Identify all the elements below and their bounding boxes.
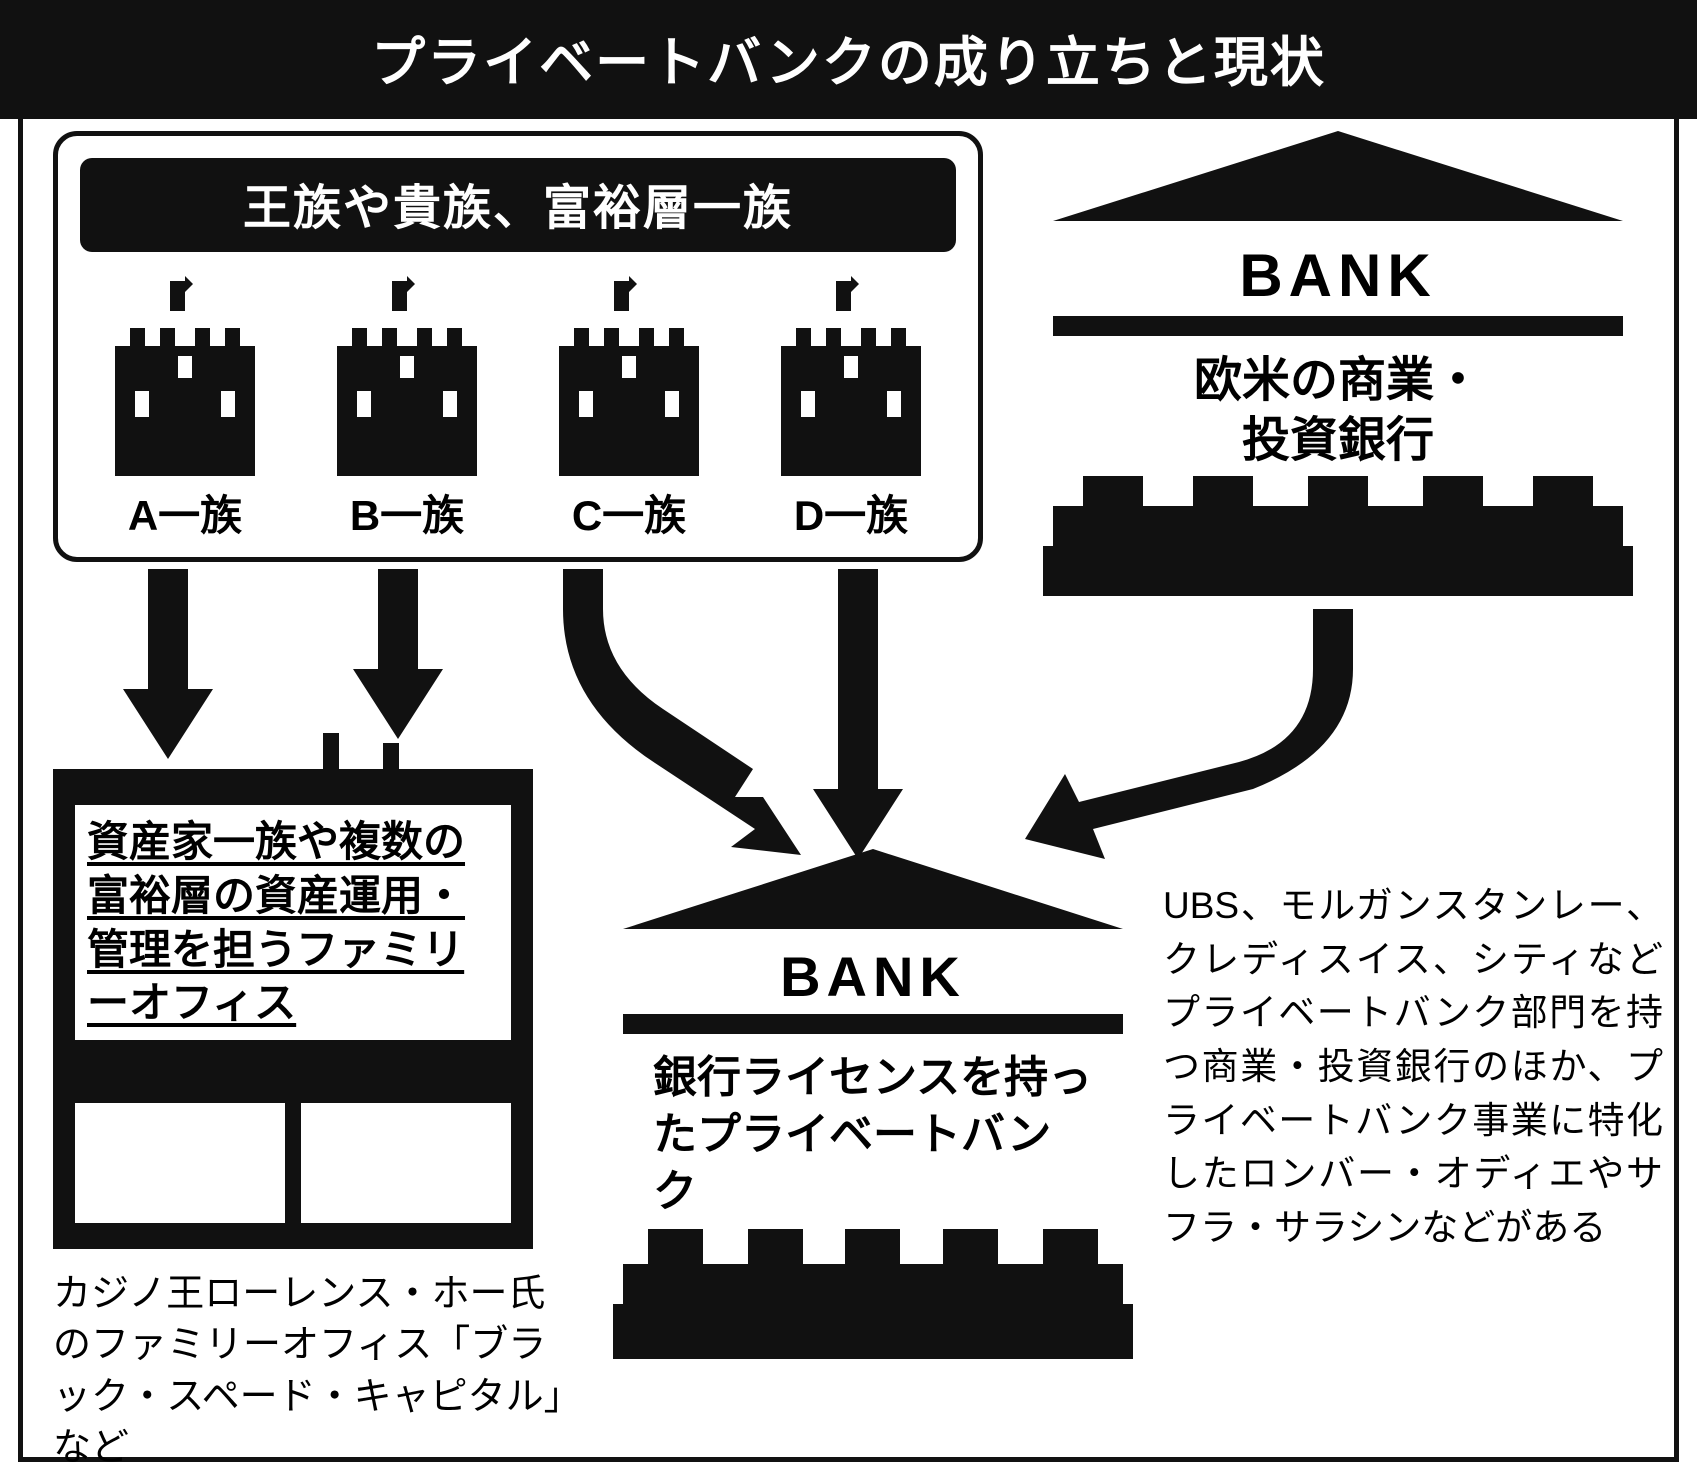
family-label: A一族 (80, 482, 290, 543)
family-office: 資産家一族や複数の富裕層の資産運用・管理を担うファミリーオフィス (53, 769, 533, 1249)
family-office-text-content: 資産家一族や複数の富裕層の資産運用・管理を担うファミリーオフィス (87, 818, 465, 1026)
family-label: B一族 (302, 482, 512, 543)
bank-desc-line2: 投資銀行 (1242, 414, 1434, 467)
bank-sign: BANK (613, 944, 1133, 1009)
arrow-down-icon (353, 569, 443, 739)
family-office-caption: カジノ王ローレンス・ホー氏のファミリーオフィス「ブラック・スペード・キャピタル」… (53, 1269, 573, 1474)
diagram-page: プライベートバンクの成り立ちと現状 王族や貴族、富裕層一族 A一族 (0, 0, 1697, 1480)
families-title: 王族や貴族、富裕層一族 (80, 158, 956, 252)
families-row: A一族 B一族 (80, 276, 956, 543)
family-b: B一族 (302, 276, 512, 543)
arrow-down-icon (813, 569, 903, 859)
outer-frame: 王族や貴族、富裕層一族 A一族 (18, 104, 1679, 1462)
bank-sign: BANK (1043, 241, 1633, 310)
castle-icon (539, 276, 719, 476)
family-c: C一族 (524, 276, 734, 543)
bank-desc: 欧米の商業・ 投資銀行 (1043, 351, 1633, 471)
family-office-text: 資産家一族や複数の富裕層の資産運用・管理を担うファミリーオフィス (75, 805, 511, 1040)
commercial-bank: BANK 欧米の商業・ 投資銀行 (1043, 131, 1633, 611)
castle-icon (95, 276, 275, 476)
arrow-diag-icon (553, 569, 813, 869)
castle-icon (317, 276, 497, 476)
arrow-down-icon (123, 569, 213, 759)
page-title: プライベートバンクの成り立ちと現状 (0, 0, 1697, 119)
families-box: 王族や貴族、富裕層一族 A一族 (53, 131, 983, 562)
bank-desc: 銀行ライセンスを持ったプライベートバンク (613, 1049, 1133, 1221)
arrow-curve-icon (1003, 609, 1363, 869)
family-label: C一族 (524, 482, 734, 543)
family-label: D一族 (746, 482, 956, 543)
right-caption: UBS、モルガンスタンレー、クレディスイス、シティなどプライベートバンク部門を持… (1163, 879, 1663, 1254)
family-a: A一族 (80, 276, 290, 543)
castle-icon (761, 276, 941, 476)
office-windows (75, 1103, 511, 1223)
bank-desc-line1: 欧米の商業・ (1194, 354, 1482, 407)
family-d: D一族 (746, 276, 956, 543)
private-bank: BANK 銀行ライセンスを持ったプライベートバンク (613, 849, 1133, 1389)
